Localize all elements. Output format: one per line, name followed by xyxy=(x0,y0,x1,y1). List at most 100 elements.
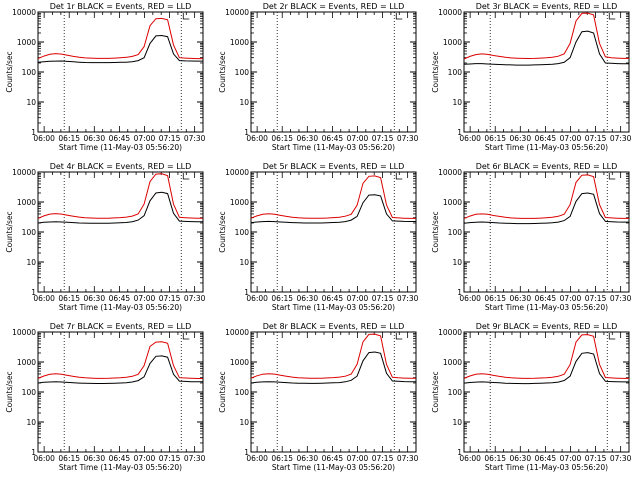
panel-title: Det 8r BLACK = Events, RED = LLD xyxy=(263,322,405,331)
x-tick-label: 07:15 xyxy=(372,134,394,143)
x-tick-label: 07:30 xyxy=(397,294,419,303)
bracket-marker xyxy=(395,173,403,180)
panel-title: Det 9r BLACK = Events, RED = LLD xyxy=(476,322,618,331)
x-tick-label: 07:00 xyxy=(347,134,369,143)
y-tick-label: 100 xyxy=(448,388,463,397)
x-tick-label: 07:00 xyxy=(560,134,582,143)
y-tick-label: 1 xyxy=(457,288,462,297)
bracket-marker xyxy=(608,173,616,180)
plot-frame xyxy=(37,171,204,293)
x-tick-label: 06:00 xyxy=(33,134,55,143)
y-tick-label: 1000 xyxy=(17,198,36,207)
events-series-line xyxy=(463,192,629,225)
y-tick-label: 10 xyxy=(239,258,249,267)
lld-series-line xyxy=(250,175,416,219)
x-tick-label: 07:00 xyxy=(560,294,582,303)
x-tick-label: 06:45 xyxy=(322,134,344,143)
panel-title: Det 3r BLACK = Events, RED = LLD xyxy=(476,2,618,11)
x-tick-label: 06:45 xyxy=(109,294,131,303)
x-tick-label: 06:45 xyxy=(109,134,131,143)
panel-title: Det 4r BLACK = Events, RED = LLD xyxy=(50,162,192,171)
y-tick-label: 10 xyxy=(26,418,36,427)
y-tick-label: 1000 xyxy=(230,38,249,47)
x-tick-label: 06:30 xyxy=(296,294,318,303)
detector-panel-1: Det 1r BLACK = Events, RED = LLD 1 10 100 10… xyxy=(5,2,206,152)
x-tick-label: 06:30 xyxy=(509,454,531,463)
y-tick-label: 1000 xyxy=(443,198,462,207)
x-tick-label: 06:30 xyxy=(83,294,105,303)
lld-series-line xyxy=(250,333,416,379)
x-tick-label: 06:30 xyxy=(296,454,318,463)
events-series-line xyxy=(463,352,629,385)
y-tick-label: 1 xyxy=(244,128,249,137)
y-axis-label: Counts/sec xyxy=(5,51,14,92)
y-tick-label: 100 xyxy=(235,228,250,237)
bracket-marker xyxy=(608,13,616,20)
detector-panel-4: Det 4r BLACK = Events, RED = LLD 1 10 100 10… xyxy=(5,162,206,312)
bracket-marker xyxy=(395,333,403,340)
lld-series-line xyxy=(463,12,629,60)
y-tick-label: 1 xyxy=(31,128,36,137)
y-tick-label: 1000 xyxy=(17,38,36,47)
y-tick-label: 1000 xyxy=(230,358,249,367)
x-tick-label: 07:30 xyxy=(610,294,632,303)
x-tick-label: 06:00 xyxy=(459,134,481,143)
x-tick-label: 06:00 xyxy=(246,134,268,143)
x-tick-label: 07:30 xyxy=(610,134,632,143)
detector-panel-5: Det 5r BLACK = Events, RED = LLD 1 10 100 10… xyxy=(218,162,419,312)
x-tick-label: 06:15 xyxy=(58,294,80,303)
x-tick-label: 07:00 xyxy=(134,454,156,463)
plot-frame xyxy=(250,331,417,453)
panel-title: Det 6r BLACK = Events, RED = LLD xyxy=(476,162,618,171)
y-tick-label: 100 xyxy=(22,68,37,77)
y-tick-label: 1 xyxy=(31,288,36,297)
y-tick-label: 100 xyxy=(235,68,250,77)
x-axis-label: Start Time (11-May-03 05:56:20) xyxy=(59,143,182,152)
y-tick-label: 10000 xyxy=(225,8,249,17)
x-tick-label: 06:15 xyxy=(271,134,293,143)
x-tick-label: 07:00 xyxy=(134,134,156,143)
x-axis-label: Start Time (11-May-03 05:56:20) xyxy=(272,143,395,152)
detector-panel-3: Det 3r BLACK = Events, RED = LLD 1 10 100 10… xyxy=(431,2,632,152)
y-tick-label: 10 xyxy=(239,98,249,107)
lld-series-line xyxy=(463,334,629,379)
y-tick-label: 10000 xyxy=(438,8,462,17)
plot-frame xyxy=(463,11,630,133)
x-tick-label: 07:15 xyxy=(159,294,181,303)
y-tick-label: 100 xyxy=(22,228,37,237)
y-tick-label: 100 xyxy=(448,68,463,77)
x-axis-label: Start Time (11-May-03 05:56:20) xyxy=(59,303,182,312)
lld-series-line xyxy=(37,173,203,219)
detector-panel-6: Det 6r BLACK = Events, RED = LLD 1 10 100 10… xyxy=(431,162,632,312)
events-series-line xyxy=(250,194,416,224)
y-tick-label: 10000 xyxy=(225,168,249,177)
detector-panel-7: Det 7r BLACK = Events, RED = LLD 1 10 100 10… xyxy=(5,322,206,472)
y-tick-label: 1 xyxy=(457,448,462,457)
y-tick-label: 1 xyxy=(31,448,36,457)
detector-panel-9: Det 9r BLACK = Events, RED = LLD 1 10 100 10… xyxy=(431,322,632,472)
x-tick-label: 06:15 xyxy=(58,454,80,463)
x-tick-label: 06:30 xyxy=(83,134,105,143)
panel-title: Det 7r BLACK = Events, RED = LLD xyxy=(50,322,192,331)
events-series-line xyxy=(37,34,203,64)
y-tick-label: 100 xyxy=(235,388,250,397)
events-series-line xyxy=(250,351,416,384)
y-tick-label: 10000 xyxy=(12,8,36,17)
y-axis-label: Counts/sec xyxy=(218,211,227,252)
y-tick-label: 10000 xyxy=(438,168,462,177)
y-tick-label: 1000 xyxy=(443,38,462,47)
x-tick-label: 06:45 xyxy=(322,294,344,303)
x-tick-label: 07:15 xyxy=(159,134,181,143)
x-axis-label: Start Time (11-May-03 05:56:20) xyxy=(485,143,608,152)
bracket-marker xyxy=(608,333,616,340)
x-tick-label: 06:00 xyxy=(246,294,268,303)
y-tick-label: 10000 xyxy=(438,328,462,337)
y-axis-label: Counts/sec xyxy=(218,51,227,92)
y-axis-label: Counts/sec xyxy=(431,211,440,252)
detector-panel-8: Det 8r BLACK = Events, RED = LLD 1 10 100 10… xyxy=(218,322,419,472)
bracket-marker xyxy=(182,333,190,340)
panel-title: Det 1r BLACK = Events, RED = LLD xyxy=(50,2,192,11)
x-tick-label: 06:15 xyxy=(484,294,506,303)
y-tick-label: 10 xyxy=(26,98,36,107)
